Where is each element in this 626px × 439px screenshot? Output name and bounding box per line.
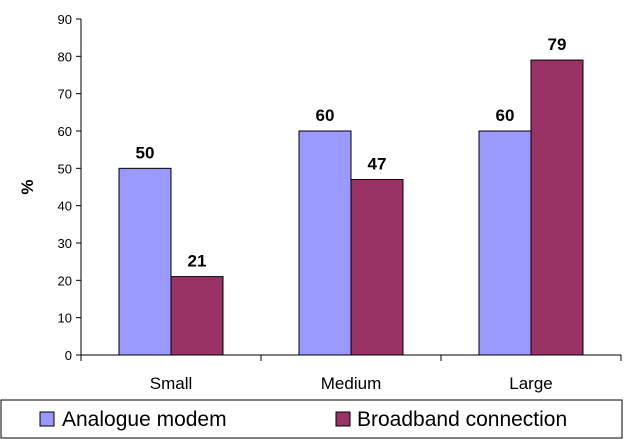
- x-tick-label: Large: [509, 374, 552, 393]
- bar: [118, 167, 172, 356]
- bar: [170, 276, 224, 356]
- y-tick-label: 0: [65, 348, 72, 363]
- data-label: 79: [548, 35, 567, 54]
- y-tick-label: 30: [58, 236, 72, 251]
- y-tick-label: 10: [58, 311, 72, 326]
- bar: [478, 130, 532, 356]
- y-tick-label: 80: [58, 49, 72, 64]
- legend-swatch-broadband-connection: [335, 411, 351, 427]
- bar: [298, 130, 352, 356]
- legend-label-broadband-connection: Broadband connection: [357, 408, 567, 431]
- y-tick-label: 40: [58, 199, 72, 214]
- data-label: 21: [188, 252, 207, 271]
- data-label: 60: [496, 106, 515, 125]
- y-axis-title: %: [18, 179, 37, 194]
- data-label: 47: [368, 155, 387, 174]
- y-tick-label: 90: [58, 12, 72, 27]
- legend-swatch-analogue-modem: [39, 411, 55, 427]
- bar: [530, 59, 584, 356]
- y-tick-label: 70: [58, 87, 72, 102]
- y-tick-label: 50: [58, 161, 72, 176]
- y-tick-label: 60: [58, 124, 72, 139]
- legend-frame: [0, 399, 623, 439]
- x-tick-label: Small: [150, 374, 193, 393]
- legend-label-analogue-modem: Analogue modem: [62, 408, 227, 431]
- y-tick-label: 20: [58, 273, 72, 288]
- data-label: 50: [136, 143, 155, 162]
- data-label: 60: [316, 106, 335, 125]
- legend: Analogue modem Broadband connection: [0, 399, 623, 439]
- bar: [350, 179, 404, 356]
- x-tick-label: Medium: [321, 374, 381, 393]
